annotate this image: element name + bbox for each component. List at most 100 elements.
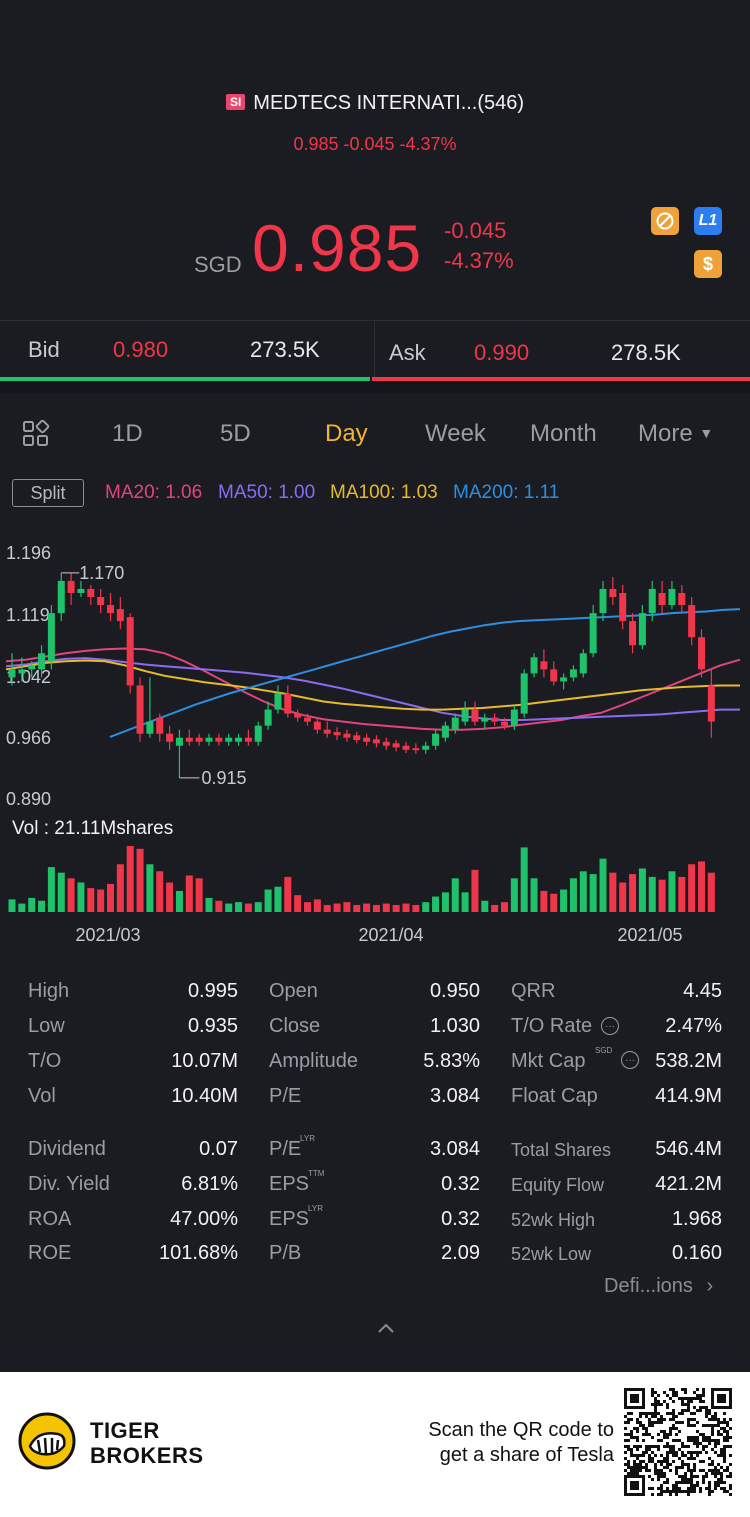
candle-body <box>540 661 548 670</box>
tab-5d[interactable]: 5D <box>220 420 251 447</box>
tab-month[interactable]: Month <box>530 420 597 447</box>
qr-module <box>654 1403 657 1406</box>
chevron-right-icon: › <box>706 1275 714 1297</box>
tab-1d[interactable]: 1D <box>112 420 143 447</box>
qr-module <box>723 1460 726 1463</box>
qr-module <box>672 1487 675 1490</box>
candle-body <box>136 685 144 734</box>
stat-value: 538.2M <box>655 1050 722 1072</box>
qr-module <box>648 1454 651 1457</box>
qr-module <box>729 1454 732 1457</box>
price-change: -0.045 <box>444 218 507 243</box>
qr-module <box>672 1424 675 1427</box>
qr-module <box>657 1445 660 1448</box>
qr-module <box>669 1418 672 1421</box>
qr-module <box>663 1457 666 1460</box>
candlestick-chart[interactable]: 1.196 1.119 1.042 0.966 0.890 1.170 0.915 202… <box>0 530 750 960</box>
volume-bar <box>668 871 676 912</box>
qr-module <box>624 1415 627 1418</box>
candle-body <box>707 685 715 722</box>
volume-bar <box>569 878 577 912</box>
dollar-icon[interactable]: $ <box>694 250 722 278</box>
qr-module <box>666 1481 669 1484</box>
qr-module <box>657 1487 660 1490</box>
candle-body <box>560 677 568 682</box>
qr-module <box>636 1427 639 1430</box>
qr-module <box>675 1472 678 1475</box>
stock-subtitle: 0.985 -0.045 -4.37% <box>293 134 457 154</box>
qr-module <box>627 1445 630 1448</box>
qr-module <box>678 1475 681 1478</box>
qr-module <box>651 1436 654 1439</box>
qr-module <box>630 1436 633 1439</box>
qr-module <box>681 1451 684 1454</box>
qr-code-icon[interactable] <box>624 1388 732 1496</box>
qr-module <box>687 1403 690 1406</box>
qr-module <box>627 1421 630 1424</box>
stat-value: 101.68% <box>159 1242 238 1264</box>
ma100-label: MA100: 1.03 <box>330 482 438 503</box>
candle-body <box>491 717 499 722</box>
qr-module <box>696 1409 699 1412</box>
qr-module <box>699 1397 702 1400</box>
qr-module <box>726 1436 729 1439</box>
tiger-logo-icon <box>18 1412 76 1470</box>
bid-price: 0.980 <box>113 337 169 362</box>
qr-module <box>666 1451 669 1454</box>
caret-down-icon: ▼ <box>699 425 714 441</box>
qr-module <box>627 1448 630 1451</box>
tab-day[interactable]: Day <box>325 420 368 447</box>
info-icon[interactable]: ··· <box>621 1051 639 1069</box>
qr-module <box>714 1487 717 1490</box>
qr-module <box>663 1466 666 1469</box>
qr-module <box>627 1466 630 1469</box>
qr-module <box>648 1418 651 1421</box>
qr-module <box>636 1463 639 1466</box>
qr-module <box>720 1478 723 1481</box>
qr-module <box>696 1481 699 1484</box>
volume-bar <box>146 864 154 912</box>
stat-value: 0.160 <box>671 1242 722 1264</box>
qr-module <box>675 1421 678 1424</box>
qr-module <box>675 1427 678 1430</box>
qr-module <box>714 1442 717 1445</box>
qr-module <box>648 1424 651 1427</box>
qr-module <box>711 1463 714 1466</box>
bid-label: Bid <box>28 337 60 362</box>
qr-module <box>633 1469 636 1472</box>
qr-module <box>666 1457 669 1460</box>
candle-body <box>107 605 114 614</box>
chevron-up-icon[interactable] <box>376 1318 396 1341</box>
tab-more[interactable]: More ▼ <box>638 420 713 448</box>
qr-module <box>654 1445 657 1448</box>
ban-icon[interactable] <box>651 207 679 235</box>
qr-module <box>711 1439 714 1442</box>
volume-bar <box>648 876 656 912</box>
chart-layout-icon[interactable] <box>22 420 50 448</box>
definitions-link[interactable]: Defi...ions › <box>604 1275 713 1298</box>
volume-bar <box>284 876 292 912</box>
qr-module <box>702 1445 705 1448</box>
volume-bar <box>412 904 420 912</box>
qr-module <box>699 1394 702 1397</box>
stat-value: 3.084 <box>429 1138 480 1160</box>
info-icon[interactable]: ··· <box>601 1017 619 1035</box>
qr-module <box>696 1394 699 1397</box>
qr-module <box>702 1400 705 1403</box>
qr-module <box>708 1457 711 1460</box>
volume-bar <box>501 902 508 912</box>
y-tick-label: 1.119 <box>6 605 50 625</box>
qr-module <box>669 1490 672 1493</box>
qr-module <box>696 1442 699 1445</box>
split-button[interactable]: Split <box>12 479 84 507</box>
qr-module <box>660 1418 663 1421</box>
tab-week[interactable]: Week <box>425 420 486 447</box>
stat-label: Div. Yield <box>28 1173 110 1195</box>
candle-body <box>175 737 183 746</box>
qr-module <box>654 1472 657 1475</box>
qr-module <box>633 1454 636 1457</box>
qr-module <box>687 1490 690 1493</box>
level1-icon[interactable]: L1 <box>694 207 722 235</box>
qr-module <box>684 1478 687 1481</box>
qr-module <box>714 1466 717 1469</box>
